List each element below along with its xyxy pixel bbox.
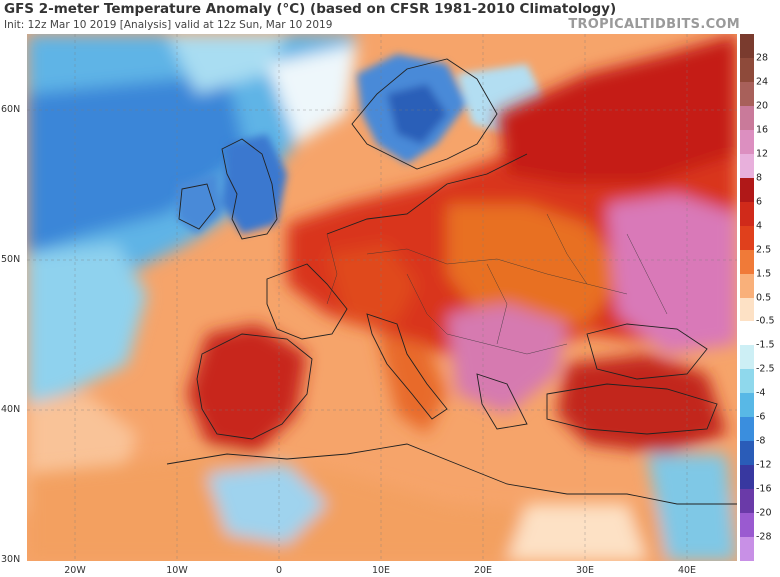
colorbar-segment: [740, 321, 754, 346]
colorbar-segment: [740, 297, 754, 322]
colorbar-tick-label: 0.5: [756, 292, 772, 303]
map-subtitle: Init: 12z Mar 10 2019 [Analysis] valid a…: [4, 19, 333, 31]
colorbar-segment: [740, 153, 754, 179]
colorbar-tick-label: -28: [756, 531, 772, 543]
colorbar: [740, 34, 754, 562]
lon-label-20w: 20W: [64, 565, 86, 576]
colorbar-tick-label: -20: [756, 507, 772, 519]
map-title: GFS 2-meter Temperature Anomaly (°C) (ba…: [4, 1, 617, 17]
colorbar-segment: [740, 81, 754, 107]
colorbar-tick-label: 8: [756, 172, 763, 184]
colorbar-tick-label: -4: [756, 387, 766, 399]
colorbar-tick-label: 12: [756, 148, 769, 160]
colorbar-segment: [740, 177, 754, 203]
colorbar-tick-label: 16: [756, 124, 769, 136]
colorbar-tick-label: 2.5: [756, 244, 772, 256]
colorbar-tick-label: -8: [756, 435, 766, 447]
colorbar-segment: [740, 105, 754, 131]
colorbar-tick-label: -1.5: [756, 339, 775, 351]
colorbar-tick-label: 28: [756, 52, 769, 64]
colorbar-segment: [740, 369, 754, 394]
colorbar-segment: [740, 57, 754, 83]
colorbar-tick-label: -12: [756, 459, 772, 471]
colorbar-segment: [740, 417, 754, 442]
colorbar-segment: [740, 537, 754, 562]
colorbar-tick-label: 20: [756, 100, 769, 112]
lon-label-40e: 40E: [677, 565, 697, 576]
colorbar-tick-label: -0.5: [756, 315, 775, 327]
colorbar-segment: [740, 201, 754, 227]
colorbar-tick-label: 6: [756, 196, 763, 208]
colorbar-segment: [740, 465, 754, 490]
lat-label-50n: 50N: [1, 254, 21, 265]
colorbar-segment: [740, 34, 754, 59]
lon-label-20e: 20E: [473, 565, 493, 576]
colorbar-segment: [740, 345, 754, 370]
lon-label-10e: 10E: [371, 565, 391, 576]
lat-label-40n: 40N: [1, 404, 21, 415]
colorbar-segment: [740, 225, 754, 251]
lon-label-0: 0: [275, 565, 283, 576]
colorbar-tick-label: -16: [756, 483, 772, 495]
colorbar-segment: [740, 441, 754, 466]
colorbar-tick-label: 4: [756, 220, 763, 232]
lat-label-30n: 30N: [1, 554, 21, 565]
colorbar-segment: [740, 513, 754, 538]
brand-watermark: TROPICALTIDBITS.COM: [568, 17, 740, 32]
lon-label-30e: 30E: [575, 565, 595, 576]
colorbar-tick-label: 1.5: [756, 268, 772, 280]
colorbar-segment: [740, 393, 754, 418]
colorbar-segment: [740, 273, 754, 298]
colorbar-tick-label: -6: [756, 411, 766, 423]
colorbar-segment: [740, 249, 754, 275]
colorbar-segment: [740, 489, 754, 514]
lat-label-60n: 60N: [1, 104, 21, 115]
colorbar-tick-label: -2.5: [756, 363, 775, 375]
colorbar-segment: [740, 129, 754, 155]
temperature-anomaly-map: [27, 34, 737, 561]
lon-label-10w: 10W: [166, 565, 188, 576]
colorbar-tick-label: 24: [756, 76, 769, 88]
